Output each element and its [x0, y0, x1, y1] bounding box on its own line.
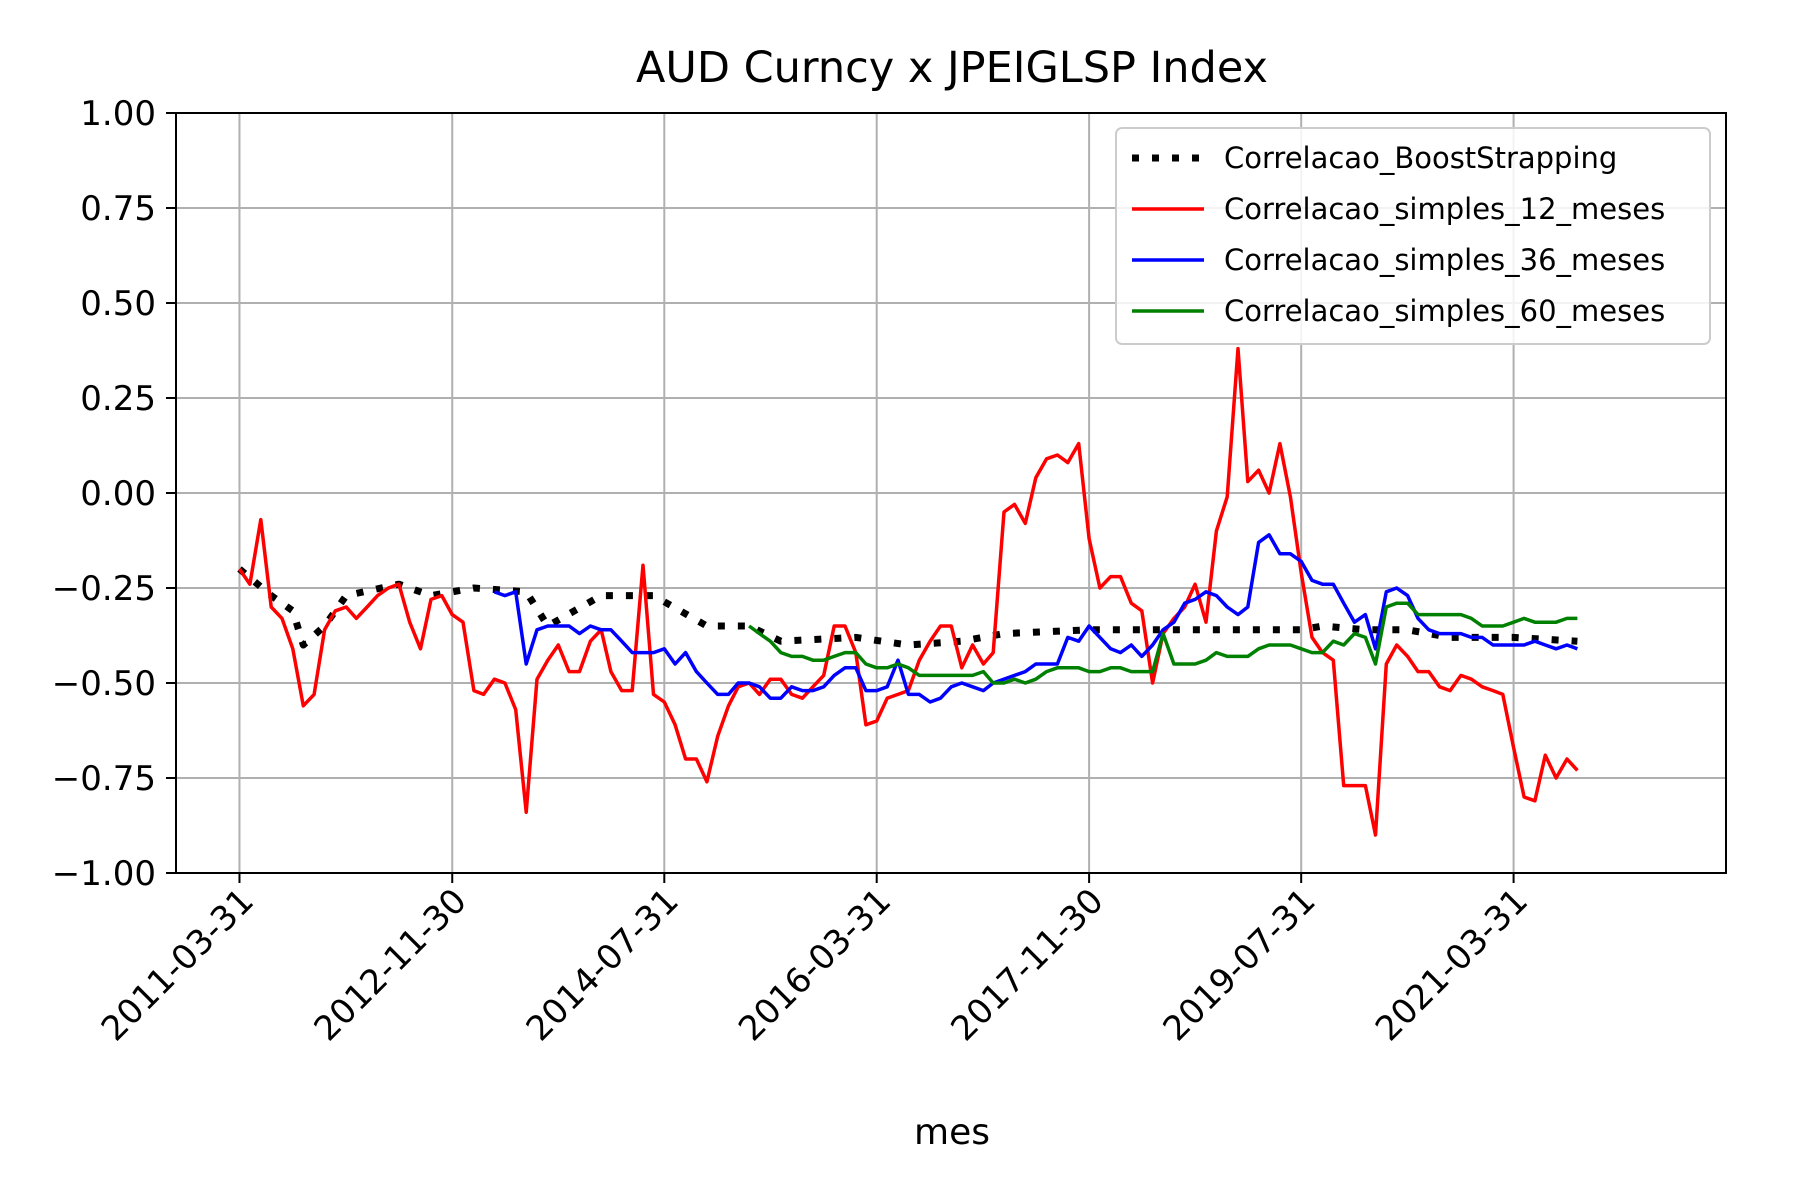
y-tick-label: 0.50	[80, 284, 156, 324]
series-line-3	[493, 533, 1579, 704]
legend-label: Correlacao_simples_60_meses	[1224, 294, 1665, 328]
legend-label: Correlacao_simples_12_meses	[1224, 192, 1665, 226]
y-tick-label: −0.75	[52, 759, 156, 799]
y-tick-label: −1.00	[52, 854, 156, 894]
y-tick-label: 0.00	[80, 474, 156, 514]
chart-title: AUD Curncy x JPEIGLSP Index	[636, 43, 1268, 93]
x-axis-label: mes	[914, 1112, 990, 1153]
legend-label: Correlacao_BoostStrapping	[1224, 141, 1617, 175]
y-tick-label: −0.50	[52, 664, 156, 704]
plot-lines	[237, 346, 1579, 837]
series-line-1	[237, 566, 1578, 649]
legend: Correlacao_BoostStrapping Correlacao_simp…	[1115, 127, 1711, 345]
legend-label: Correlacao_simples_36_meses	[1224, 243, 1665, 277]
y-tick-label: −0.25	[52, 569, 156, 609]
y-axis-ticks: −1.00 −0.75 −0.50 −0.25 0.00 0.25 0.50 0.75 1.00	[52, 94, 176, 894]
y-tick-label: 0.25	[80, 379, 156, 419]
legend-box	[1115, 127, 1711, 345]
y-tick-label: 0.75	[80, 189, 156, 229]
y-tick-label: 1.00	[80, 94, 156, 134]
series-line-4	[748, 601, 1578, 685]
